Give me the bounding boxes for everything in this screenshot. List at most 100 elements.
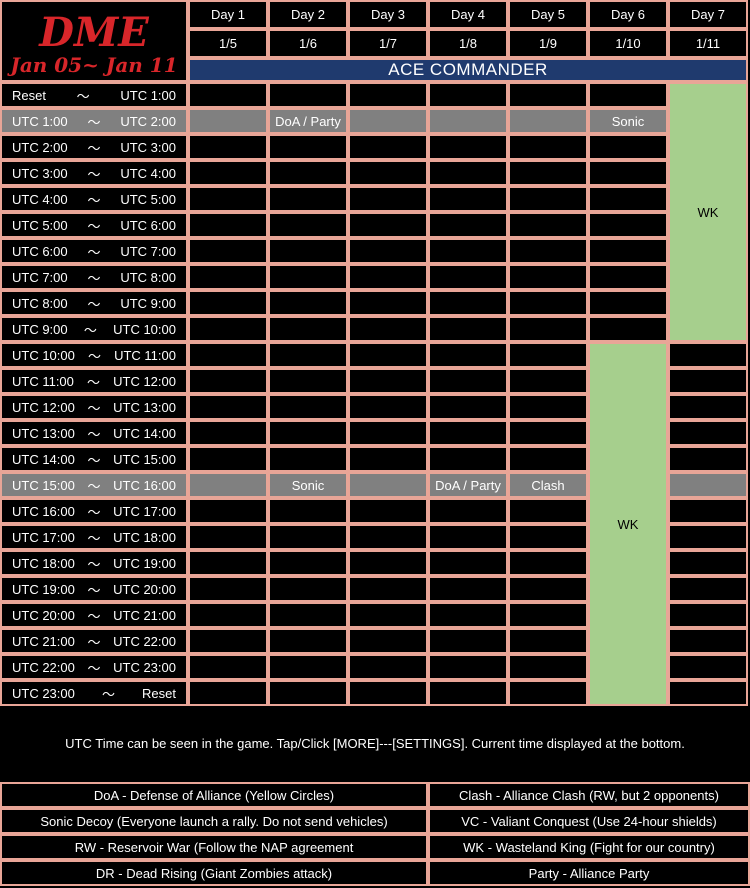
time-slot: UTC 21:00 〜 UTC 22:00 (0, 628, 188, 654)
schedule-cell (268, 316, 348, 342)
schedule-cell (268, 394, 348, 420)
schedule-cell (268, 576, 348, 602)
schedule-cell (188, 446, 268, 472)
schedule-cell (188, 602, 268, 628)
time-from: UTC 2:00 (12, 139, 68, 155)
time-from: UTC 11:00 (12, 373, 74, 389)
schedule-cell (188, 524, 268, 550)
time-slot: UTC 2:00 〜 UTC 3:00 (0, 134, 188, 160)
schedule-cell (428, 498, 508, 524)
time-separator: 〜 (87, 244, 101, 260)
time-to: UTC 18:00 (113, 529, 176, 545)
schedule-cell (508, 368, 588, 394)
schedule-cell (588, 290, 668, 316)
day-date: 1/11 (668, 29, 748, 58)
schedule-cell (428, 654, 508, 680)
time-separator: 〜 (87, 192, 101, 208)
time-slot: UTC 18:00 〜 UTC 19:00 (0, 550, 188, 576)
schedule-cell (348, 134, 428, 160)
day-header: Day 6 (588, 0, 668, 29)
schedule-cell (428, 264, 508, 290)
time-to: UTC 23:00 (113, 659, 176, 675)
schedule-cell (428, 628, 508, 654)
time-separator: 〜 (87, 348, 101, 364)
schedule-cell (508, 342, 588, 368)
time-to: UTC 13:00 (113, 399, 176, 415)
schedule-cell (428, 550, 508, 576)
event-cell: Sonic (268, 472, 348, 498)
schedule-cell (508, 264, 588, 290)
schedule-cell (428, 316, 508, 342)
time-slot: UTC 19:00 〜 UTC 20:00 (0, 576, 188, 602)
schedule-cell (268, 342, 348, 368)
logo: DME Jan 05~ Jan 11 (0, 0, 188, 82)
time-from: UTC 9:00 (12, 321, 68, 337)
schedule-cell (348, 394, 428, 420)
schedule-cell (268, 524, 348, 550)
banner-ace-commander: ACE COMMANDER (188, 58, 748, 82)
schedule-cell (348, 628, 428, 654)
schedule-cell (188, 160, 268, 186)
schedule-cell (348, 524, 428, 550)
schedule-cell (348, 602, 428, 628)
schedule-cell (428, 576, 508, 602)
schedule-cell (348, 498, 428, 524)
schedule-cell (188, 680, 268, 706)
time-to: UTC 22:00 (113, 633, 176, 649)
schedule-cell (588, 186, 668, 212)
day-header: Day 7 (668, 0, 748, 29)
schedule-cell (428, 160, 508, 186)
time-to: UTC 10:00 (113, 321, 176, 337)
time-separator: 〜 (87, 478, 101, 494)
legend-item: VC - Valiant Conquest (Use 24-hour shiel… (428, 808, 750, 834)
time-from: UTC 3:00 (12, 165, 68, 181)
schedule-cell (428, 524, 508, 550)
schedule-cell (508, 654, 588, 680)
schedule-cell (428, 238, 508, 264)
day-date: 1/7 (348, 29, 428, 58)
day-header: Day 3 (348, 0, 428, 29)
schedule-cell (188, 108, 268, 134)
schedule-cell (508, 82, 588, 108)
schedule-cell (428, 680, 508, 706)
time-from: UTC 12:00 (12, 399, 75, 415)
time-from: UTC 14:00 (12, 451, 75, 467)
time-from: UTC 23:00 (12, 685, 75, 701)
time-separator: 〜 (87, 582, 101, 598)
day-date: 1/6 (268, 29, 348, 58)
day-header: Day 5 (508, 0, 588, 29)
time-from: UTC 17:00 (12, 529, 75, 545)
event-cell: Sonic (588, 108, 668, 134)
schedule-cell (668, 420, 748, 446)
time-separator: 〜 (87, 218, 101, 234)
schedule-cell (348, 316, 428, 342)
schedule-cell (188, 186, 268, 212)
schedule-cell (268, 290, 348, 316)
time-separator: 〜 (87, 452, 101, 468)
schedule-cell (508, 524, 588, 550)
schedule-cell (428, 446, 508, 472)
schedule-cell (508, 394, 588, 420)
schedule-cell (508, 628, 588, 654)
time-separator: 〜 (83, 322, 97, 338)
time-from: UTC 15:00 (12, 477, 75, 493)
schedule-cell (268, 602, 348, 628)
time-from: UTC 16:00 (12, 503, 75, 519)
time-to: UTC 15:00 (113, 451, 176, 467)
schedule-cell (668, 446, 748, 472)
schedule-cell (588, 82, 668, 108)
schedule-cell (668, 524, 748, 550)
schedule-cell (348, 654, 428, 680)
schedule-cell (508, 498, 588, 524)
schedule-cell (188, 238, 268, 264)
time-to: UTC 19:00 (113, 555, 176, 571)
schedule-cell (268, 498, 348, 524)
time-separator: 〜 (87, 400, 101, 416)
schedule-cell (508, 108, 588, 134)
schedule-cell (188, 134, 268, 160)
schedule-cell (348, 186, 428, 212)
legend-item: Party - Alliance Party (428, 860, 750, 886)
schedule-cell (268, 420, 348, 446)
schedule-cell (428, 82, 508, 108)
